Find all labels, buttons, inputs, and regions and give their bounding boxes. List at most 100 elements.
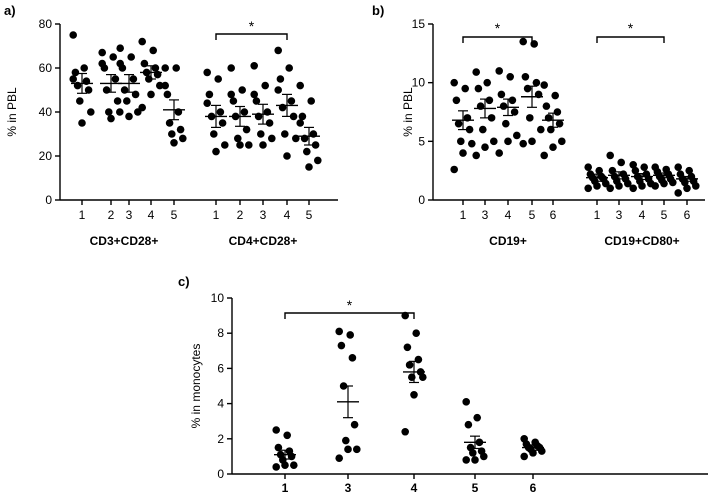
data-point xyxy=(540,81,548,89)
data-point xyxy=(227,64,235,72)
data-point xyxy=(502,119,510,128)
data-point xyxy=(116,44,124,52)
data-point xyxy=(608,166,617,175)
data-point xyxy=(471,456,479,464)
x-tick-label: 4 xyxy=(639,208,646,222)
data-point xyxy=(250,62,258,70)
data-point xyxy=(107,114,115,123)
data-point xyxy=(506,73,514,81)
data-point xyxy=(163,90,172,99)
data-point xyxy=(508,96,517,105)
data-point xyxy=(537,125,545,134)
data-point xyxy=(80,64,88,72)
data-point xyxy=(584,163,592,171)
data-point xyxy=(287,97,296,105)
data-point xyxy=(176,125,185,134)
data-point xyxy=(519,37,527,46)
data-point xyxy=(479,125,487,134)
significance-bracket xyxy=(284,312,415,319)
panel-label: b) xyxy=(372,3,384,18)
data-point xyxy=(683,184,691,193)
y-tick-label: 10 xyxy=(211,291,225,305)
data-point xyxy=(495,67,504,75)
data-point xyxy=(203,68,211,77)
data-point xyxy=(281,130,289,138)
data-point xyxy=(464,420,473,429)
data-point xyxy=(469,449,477,457)
data-point xyxy=(510,108,519,116)
data-point xyxy=(123,97,131,105)
data-point xyxy=(172,64,180,72)
data-point xyxy=(203,99,211,107)
x-tick-label: 4 xyxy=(411,481,418,495)
data-point xyxy=(532,78,541,87)
data-point xyxy=(127,53,135,61)
data-point xyxy=(165,119,174,127)
data-point xyxy=(457,137,465,146)
y-axis-title: % in monocytes xyxy=(189,344,203,429)
data-point xyxy=(216,108,225,116)
data-point xyxy=(274,46,283,55)
significance-bracket xyxy=(596,36,665,43)
data-point xyxy=(292,134,300,143)
data-point xyxy=(346,331,355,339)
data-point xyxy=(170,139,178,147)
group-label: CD3+CD28+ xyxy=(90,234,159,248)
y-tick-label: 0 xyxy=(45,193,52,207)
data-point xyxy=(465,125,474,134)
data-point xyxy=(410,391,418,399)
data-point xyxy=(129,75,138,83)
data-point xyxy=(490,137,498,146)
data-point xyxy=(161,81,169,90)
data-point xyxy=(252,97,261,105)
data-point xyxy=(125,112,133,121)
data-point xyxy=(640,163,648,171)
data-point xyxy=(283,431,292,440)
data-point xyxy=(69,75,77,83)
data-point xyxy=(553,108,562,116)
data-point xyxy=(296,119,305,127)
data-point xyxy=(335,327,344,336)
data-point xyxy=(350,420,359,429)
data-point xyxy=(250,90,258,99)
x-tick-label: 6 xyxy=(530,481,537,495)
y-tick-label: 10 xyxy=(412,76,426,90)
data-point xyxy=(342,436,350,445)
y-tick-label: 6 xyxy=(217,361,224,375)
data-point xyxy=(481,143,489,151)
data-point xyxy=(584,184,592,193)
data-point xyxy=(462,456,471,464)
data-point xyxy=(314,156,322,165)
significance-star: * xyxy=(628,20,634,36)
x-tick-label: 2 xyxy=(108,208,115,222)
x-tick-label: 5 xyxy=(472,481,479,495)
data-point xyxy=(71,68,80,77)
data-point xyxy=(84,86,93,94)
data-point xyxy=(298,112,307,121)
data-point xyxy=(401,427,410,436)
y-tick-label: 20 xyxy=(39,149,53,163)
data-point xyxy=(168,130,176,138)
data-point xyxy=(283,152,291,160)
data-point xyxy=(210,130,218,138)
panel-label: c) xyxy=(178,274,190,289)
data-point xyxy=(595,166,603,175)
data-point xyxy=(116,108,124,116)
data-point xyxy=(272,426,281,434)
x-tick-label: 3 xyxy=(616,208,623,222)
data-point xyxy=(660,179,668,188)
data-point xyxy=(76,97,84,105)
data-point xyxy=(268,134,276,143)
data-point xyxy=(98,48,106,57)
x-tick-label: 3 xyxy=(126,208,133,222)
data-point xyxy=(452,96,461,105)
data-point xyxy=(214,75,222,83)
y-axis-title: % in PBL xyxy=(401,87,415,137)
data-point xyxy=(138,103,146,112)
x-tick-label: 5 xyxy=(661,208,668,222)
data-point xyxy=(290,461,298,470)
y-tick-label: 8 xyxy=(217,326,224,340)
x-tick-label: 4 xyxy=(148,208,155,222)
data-point xyxy=(311,141,320,149)
